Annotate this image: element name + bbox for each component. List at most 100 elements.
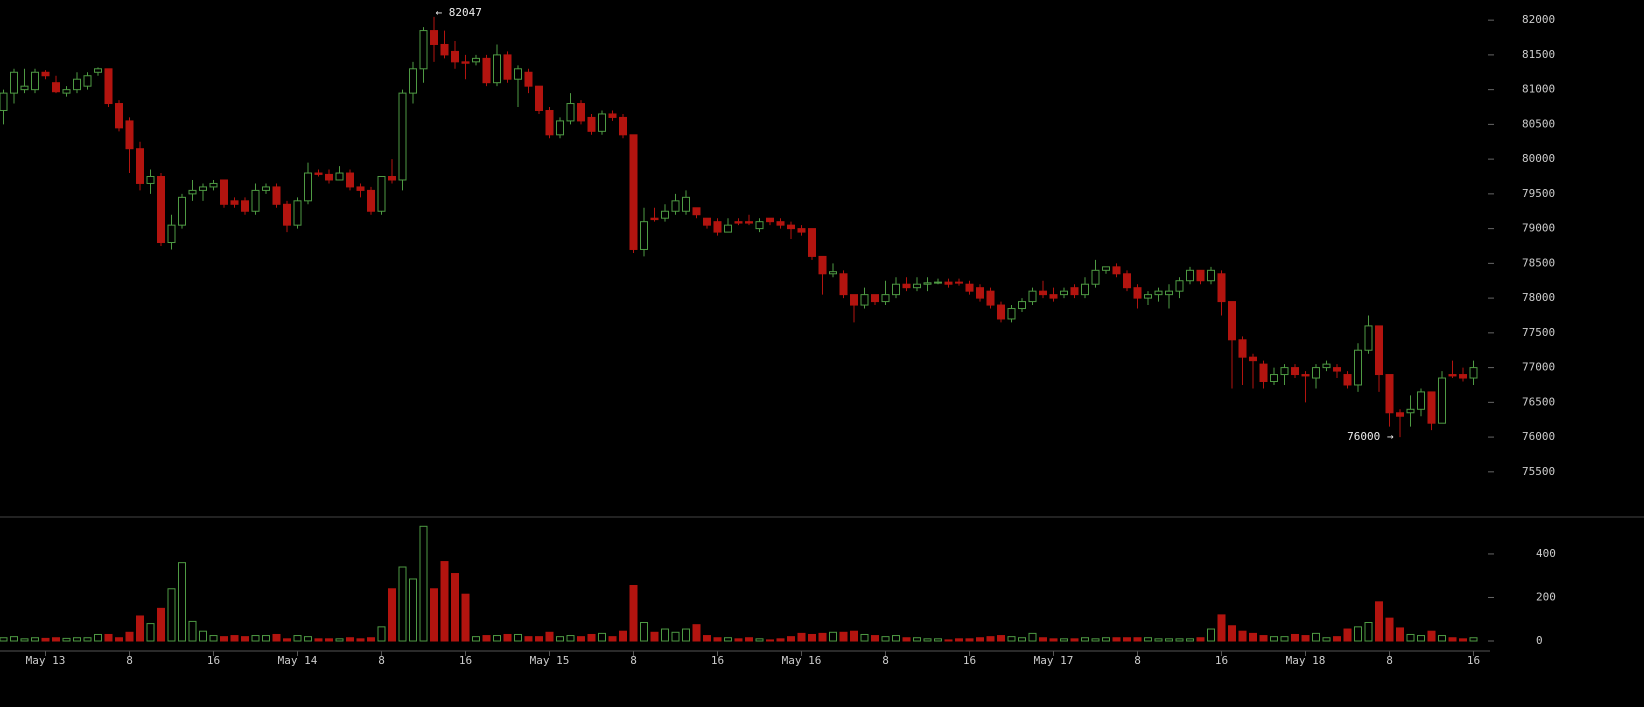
volume-bar [913, 637, 921, 642]
volume-bar [335, 638, 344, 642]
candle-body [755, 221, 764, 230]
y-tick-label: 78500 [1522, 256, 1555, 269]
candle-body [1396, 412, 1404, 417]
candle-body [419, 30, 428, 70]
volume-bar [41, 637, 50, 642]
volume-bar [818, 632, 827, 642]
candle-body [209, 182, 218, 188]
candle-body [367, 189, 375, 212]
candle-body [1081, 283, 1089, 296]
candle-body [293, 200, 302, 226]
volume-bar [430, 588, 438, 642]
low-annotation: 76000 → [1347, 430, 1394, 443]
candle-body [608, 113, 617, 118]
y-tick-label: 80500 [1522, 117, 1555, 130]
volume-bar [766, 639, 774, 642]
volume-bar [661, 628, 669, 642]
volume-bar [230, 635, 239, 642]
candle-body [776, 221, 785, 226]
volume-bar [1091, 638, 1100, 642]
volume-bar [283, 638, 291, 642]
candle-body [1459, 374, 1467, 379]
candle-body [356, 186, 365, 191]
candle-body [1343, 374, 1352, 386]
x-tick-label: May 14 [278, 654, 318, 667]
candle-body [1333, 367, 1341, 372]
candle-body [1186, 269, 1194, 282]
candle-body [556, 120, 564, 136]
candle-body [1091, 269, 1100, 285]
high-annotation: ← 82047 [436, 6, 482, 19]
volume-bar [1291, 633, 1299, 642]
volume-bar [850, 630, 858, 642]
candle-body [1217, 273, 1226, 303]
candle-body [1438, 377, 1446, 424]
volume-bar [839, 631, 848, 642]
volume-bar [734, 638, 743, 642]
x-tick-label: 16 [207, 654, 220, 667]
candle-body [1270, 374, 1278, 382]
volume-bar [503, 633, 512, 642]
candle-body [808, 228, 816, 257]
candle-body [188, 189, 197, 195]
volume-bar [986, 636, 995, 642]
candle-body [514, 68, 522, 80]
x-tick-label: 8 [630, 654, 637, 667]
volume-bar [881, 636, 890, 642]
candle-body [440, 43, 449, 56]
volume-bar [934, 638, 942, 642]
candle-body [262, 186, 270, 191]
volume-bar [1112, 637, 1121, 642]
candle-body [934, 281, 942, 284]
volume-bar [640, 622, 648, 642]
candle-body [283, 203, 291, 226]
candle-body [1175, 280, 1184, 292]
x-tick-label: 16 [459, 654, 472, 667]
volume-bar [692, 624, 701, 642]
candle-body [1196, 269, 1205, 282]
volume-bar [304, 636, 312, 642]
volume-bar [587, 633, 596, 642]
candle-body [167, 224, 176, 244]
volume-bar [650, 631, 659, 642]
volume-bar [1238, 630, 1247, 642]
candle-body [997, 304, 1005, 320]
volume-bar [1018, 637, 1026, 642]
candle-body [146, 176, 155, 184]
volume-bar [829, 631, 837, 642]
volume-bar [923, 638, 932, 642]
candle-body [619, 116, 627, 136]
volume-bar [31, 637, 39, 642]
candle-body [1039, 290, 1047, 296]
volume-bar [52, 637, 60, 642]
candle-body [157, 176, 165, 244]
volume-bar [1301, 635, 1310, 642]
candle-body [1364, 325, 1373, 351]
volume-bar [1312, 632, 1320, 642]
volume-bar [398, 566, 407, 642]
candle-body [20, 85, 29, 91]
x-tick-label: 8 [882, 654, 889, 667]
volume-bar [325, 638, 333, 642]
volume-bar [1228, 625, 1236, 642]
volume-bar [965, 638, 974, 642]
volume-bar [157, 607, 165, 642]
candle-body [860, 294, 869, 306]
candle-body [566, 103, 575, 122]
candle-body [818, 255, 827, 275]
volume-bar [1448, 637, 1457, 642]
volume-bar [1343, 628, 1352, 642]
volume-bar [1175, 638, 1184, 642]
candle-body [1406, 408, 1415, 414]
candle-body [115, 103, 123, 129]
volume-bar [976, 637, 984, 642]
volume-bar [776, 638, 785, 642]
candle-body [1112, 266, 1121, 275]
y-tick-label: 77500 [1522, 326, 1555, 339]
candle-body [1133, 287, 1142, 299]
candle-body [1249, 356, 1257, 362]
y-tick-label: 79500 [1522, 187, 1555, 200]
volume-bar [461, 593, 470, 642]
candle-body [650, 217, 659, 221]
candle-body [1060, 290, 1068, 296]
